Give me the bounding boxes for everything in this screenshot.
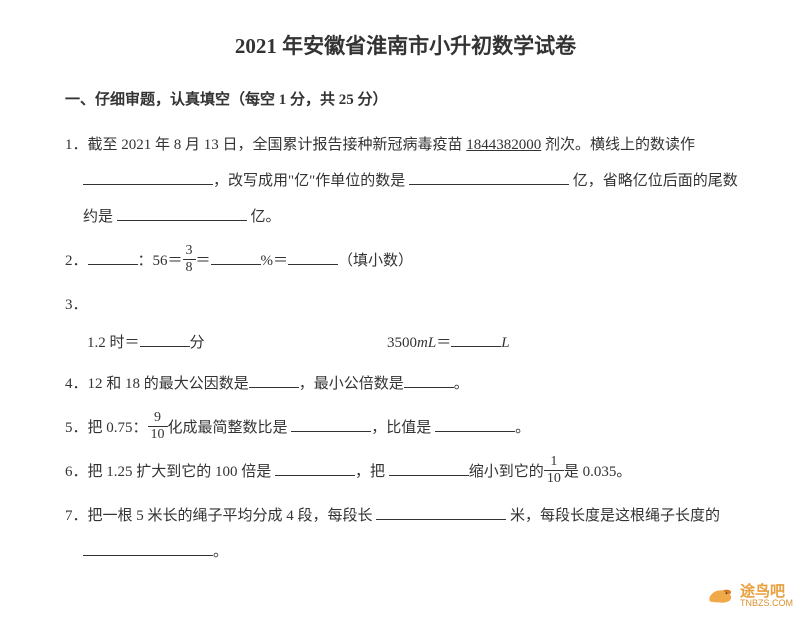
q4-text: 12 和 18 的最大公因数是 [88,376,249,392]
q5-text: 把 0.75： [88,420,148,436]
blank [409,184,569,185]
blank [376,519,506,520]
q5-text: 。 [515,420,530,436]
blank [249,387,299,388]
blank [140,346,190,347]
q4-num: 4． [65,376,88,392]
q6-text: ，把 [355,464,389,480]
blank [275,475,355,476]
watermark-url: TNBZS.COM [740,599,793,608]
q2-text: ＝ [196,253,211,269]
blank [389,475,469,476]
blank [88,264,138,265]
q1-text: 截至 2021 年 8 月 13 日，全国累计报告接种新冠病毒疫苗 [88,137,467,153]
exam-title: 2021 年安徽省淮南市小升初数学试卷 [65,30,746,60]
blank [288,264,338,265]
q2-text: ：56＝ [138,253,183,269]
q5-text: ，比值是 [371,420,435,436]
q3-unit: mL [417,335,436,351]
q2-text: %＝ [261,253,289,269]
q7-text: 把一根 5 米长的绳子平均分成 4 段，每段长 [88,508,377,524]
q6-num: 6． [65,464,88,480]
q2-num: 2． [65,253,88,269]
fraction: 38 [183,244,196,275]
q7-text: 。 [213,544,228,560]
watermark: 途鸟吧 TNBZS.COM [706,584,793,608]
q4-text: 。 [454,376,469,392]
blank [83,184,213,185]
q3-text: ＝ [436,335,451,351]
q3-right: 3500mL＝ L [387,331,746,352]
blank [451,346,501,347]
question-3: 3． [65,287,746,323]
watermark-cn: 途鸟吧 [740,584,793,599]
bird-logo-icon [706,585,734,607]
q1-text: ，改写成用"亿"作单位的数是 [213,173,409,189]
q1-underlined-number: 1844382000 [466,137,541,153]
q3-text: 分 [190,335,205,351]
question-3-row: 1.2 时＝ 分 3500mL＝ L [65,331,746,352]
q6-text: 把 1.25 扩大到它的 100 倍是 [88,464,276,480]
q5-text: 化成最简整数比是 [168,420,292,436]
fraction: 110 [544,455,564,486]
q1-text: 亿。 [247,209,281,225]
blank [404,387,454,388]
question-2: 2． ：56＝38＝ %＝ （填小数） [65,243,746,279]
q6-text: 缩小到它的 [469,464,544,480]
section-header: 一、仔细审题，认真填空（每空 1 分，共 25 分） [65,88,746,109]
watermark-text: 途鸟吧 TNBZS.COM [740,584,793,608]
q3-text: 3500 [387,335,417,351]
q7-text: 米，每段长度是这根绳子长度的 [506,508,720,524]
blank [117,220,247,221]
blank [435,431,515,432]
q1-text: 剂次。横线上的数读作 [541,137,695,153]
q1-num: 1． [65,137,88,153]
q4-text: ，最小公倍数是 [299,376,404,392]
q6-text: 是 0.035。 [564,464,632,480]
q3-unit: L [501,335,509,351]
question-7: 7．把一根 5 米长的绳子平均分成 4 段，每段长 米，每段长度是这根绳子长度的… [65,498,746,570]
question-1: 1．截至 2021 年 8 月 13 日，全国累计报告接种新冠病毒疫苗 1844… [65,127,746,235]
q2-text: （填小数） [338,253,413,269]
question-4: 4．12 和 18 的最大公因数是 ，最小公倍数是 。 [65,366,746,402]
blank [291,431,371,432]
blank [83,555,213,556]
q3-text: 1.2 时＝ [87,335,140,351]
q1-text: 亿，省略亿位后面的尾数约是 [83,173,738,225]
blank [211,264,261,265]
q3-left: 1.2 时＝ 分 [87,331,387,352]
q3-num: 3． [65,297,88,313]
q7-num: 7． [65,508,88,524]
question-6: 6．把 1.25 扩大到它的 100 倍是 ，把 缩小到它的110是 0.035… [65,454,746,490]
q5-num: 5． [65,420,88,436]
fraction: 910 [148,411,168,442]
question-5: 5．把 0.75：910化成最简整数比是 ，比值是 。 [65,410,746,446]
